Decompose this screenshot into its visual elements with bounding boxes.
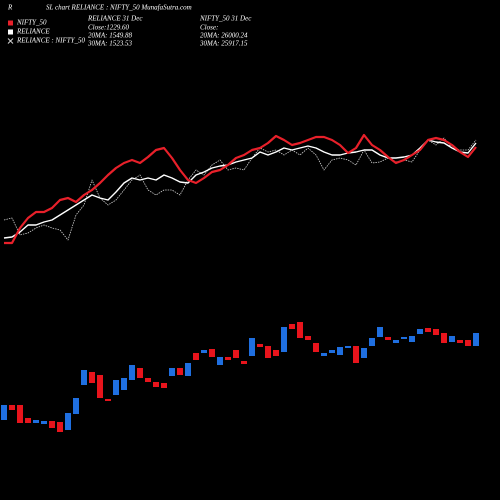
candle <box>201 350 207 353</box>
candle <box>369 338 375 346</box>
candle <box>25 418 31 423</box>
candle <box>121 378 127 390</box>
chart-prefix: R <box>7 4 13 12</box>
info-text: 30MA: 1523.53 <box>87 40 132 48</box>
candle <box>193 353 199 360</box>
info-text: 30MA: 25917.15 <box>199 40 248 48</box>
candle <box>441 333 447 343</box>
chart-title: SL chart RELIANCE : NIFTY_50 MunafaSutra… <box>46 4 192 12</box>
candle <box>241 361 247 364</box>
info-text: 20MA: 1549.88 <box>88 32 132 40</box>
candle <box>17 405 23 423</box>
candle <box>345 346 351 348</box>
candle <box>377 327 383 337</box>
legend-label: NIFTY_50 <box>16 19 47 27</box>
info-text: Close: <box>200 24 218 32</box>
candle <box>321 353 327 356</box>
series-line <box>3 139 477 239</box>
candle <box>257 344 263 347</box>
info-text: 20MA: 26000.24 <box>200 32 248 40</box>
candle <box>281 327 287 352</box>
candle <box>145 378 151 382</box>
info-text: Close:1229.60 <box>88 24 130 32</box>
legend-marker <box>7 38 14 44</box>
candle <box>233 350 239 358</box>
candle <box>129 365 135 380</box>
candle <box>113 380 119 395</box>
candle <box>297 322 303 338</box>
candle <box>401 337 407 339</box>
candle <box>33 420 39 423</box>
candle <box>433 329 439 335</box>
candle <box>457 340 463 343</box>
candle <box>409 336 415 342</box>
candle <box>81 370 87 385</box>
candle <box>185 363 191 376</box>
candle <box>273 350 279 356</box>
candle <box>393 340 399 343</box>
candle <box>161 383 167 388</box>
series-line <box>4 133 477 245</box>
legend-marker <box>8 20 13 26</box>
candle <box>249 338 255 356</box>
candle <box>361 348 367 358</box>
legend-marker <box>8 29 13 35</box>
candle <box>41 421 47 424</box>
candle <box>177 368 183 375</box>
candle <box>305 336 311 340</box>
candle <box>473 333 479 346</box>
candle <box>1 405 7 420</box>
legend-label: RELIANCE : NIFTY_50 <box>16 37 86 45</box>
candle <box>169 368 175 376</box>
candle <box>385 337 391 340</box>
candle <box>65 413 71 430</box>
candle <box>137 368 143 378</box>
candle <box>449 336 455 342</box>
info-text: RELIANCE 31 Dec <box>87 15 143 23</box>
candle <box>217 357 223 365</box>
candle <box>353 346 359 363</box>
candle <box>57 422 63 432</box>
candle <box>289 324 295 329</box>
candle <box>225 357 231 360</box>
candle <box>425 328 431 332</box>
info-text: NIFTY_50 31 Dec <box>199 15 252 23</box>
candle <box>153 382 159 387</box>
candle <box>417 329 423 334</box>
candle <box>89 372 95 383</box>
candle <box>97 375 103 398</box>
candle <box>105 399 111 401</box>
legend-label: RELIANCE <box>16 28 50 36</box>
candle <box>209 349 215 357</box>
candle <box>337 347 343 355</box>
candle <box>313 343 319 352</box>
series-line <box>3 137 477 241</box>
candle <box>329 350 335 353</box>
candle <box>49 421 55 428</box>
candle <box>73 398 79 414</box>
candle <box>265 346 271 358</box>
candle <box>465 340 471 346</box>
candle <box>9 405 15 410</box>
